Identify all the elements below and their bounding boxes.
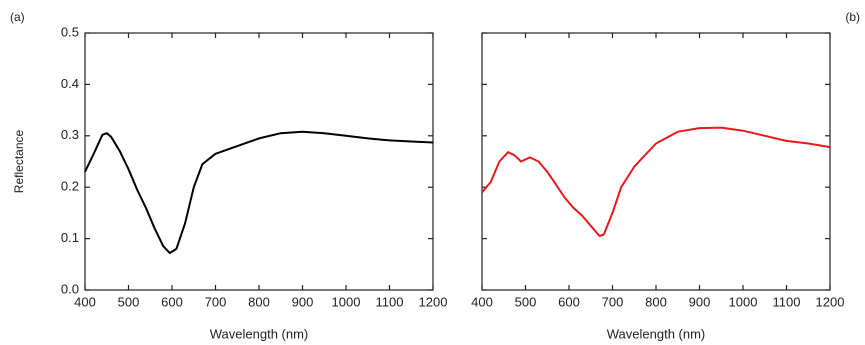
x-tick-label: 500 xyxy=(515,294,537,309)
x-tick-label: 900 xyxy=(292,294,314,309)
x-tick-label: 1200 xyxy=(419,294,448,309)
x-tick-label: 800 xyxy=(248,294,270,309)
x-axis-label: Wavelength (nm) xyxy=(607,326,706,341)
x-axis-label: Wavelength (nm) xyxy=(210,326,309,341)
y-axis-label: Reflectance xyxy=(12,129,26,193)
y-tick-label: 0.1 xyxy=(61,230,79,245)
y-tick-label: 0.4 xyxy=(61,76,79,91)
x-tick-label: 500 xyxy=(118,294,140,309)
x-tick-label: 400 xyxy=(471,294,493,309)
x-tick-label: 900 xyxy=(689,294,711,309)
y-tick-label: 0.0 xyxy=(61,281,79,296)
x-tick-label: 600 xyxy=(558,294,580,309)
panel-label: (b) xyxy=(845,10,860,24)
data-line xyxy=(481,126,831,237)
plot-frame xyxy=(481,32,831,291)
x-tick-label: 700 xyxy=(602,294,624,309)
x-tick-label: 1100 xyxy=(376,294,404,309)
x-tick-label: 1200 xyxy=(816,294,845,309)
data-line xyxy=(84,130,434,254)
x-tick-label: 1000 xyxy=(729,294,758,309)
y-tick-label: 0.5 xyxy=(61,24,79,39)
x-tick-label: 700 xyxy=(205,294,227,309)
y-tick-label: 0.3 xyxy=(61,127,79,142)
x-tick-label: 400 xyxy=(74,294,96,309)
x-tick-label: 1100 xyxy=(773,294,801,309)
x-tick-label: 800 xyxy=(645,294,667,309)
plot-frame xyxy=(84,32,434,291)
y-tick-label: 0.2 xyxy=(61,179,79,194)
x-tick-label: 600 xyxy=(161,294,183,309)
x-tick-label: 1000 xyxy=(332,294,361,309)
panel-label: (a) xyxy=(10,10,25,24)
